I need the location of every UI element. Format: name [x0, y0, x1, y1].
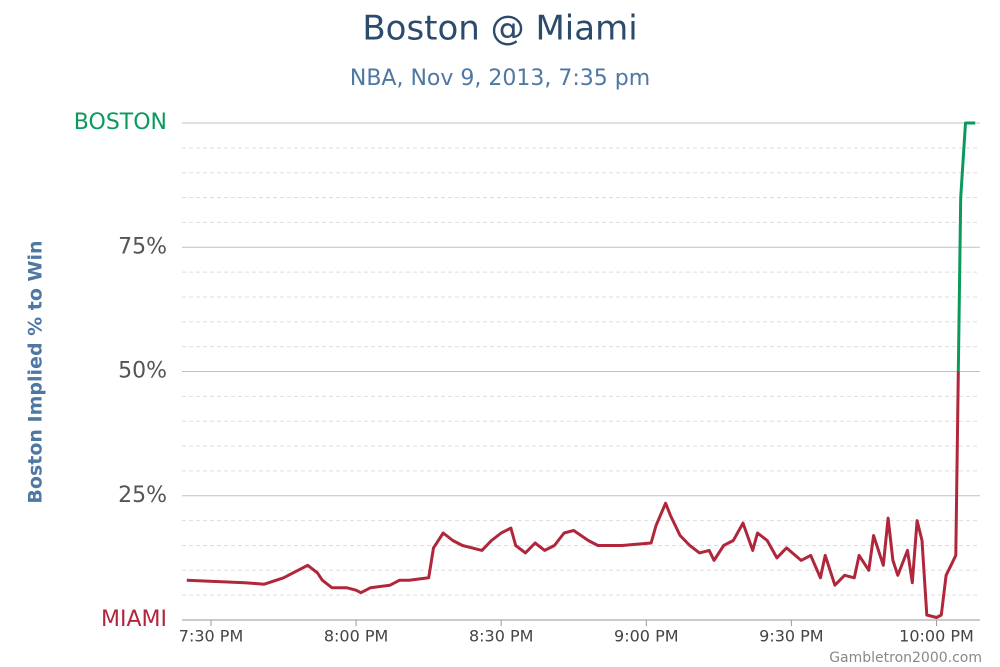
- chart-title: Boston @ Miami: [362, 9, 637, 49]
- x-tick-label: 8:00 PM: [324, 627, 388, 646]
- y-tick-label: MIAMI: [101, 607, 167, 632]
- y-axis-label: Boston Implied % to Win: [25, 240, 47, 503]
- x-tick-label: 9:00 PM: [614, 627, 678, 646]
- y-tick-label: 25%: [118, 483, 167, 508]
- x-tick-label: 9:30 PM: [759, 627, 823, 646]
- y-tick-label: BOSTON: [74, 110, 167, 135]
- line: [186, 121, 976, 619]
- x-tick-label: 10:00 PM: [899, 627, 974, 646]
- credit: Gambletron2000.com: [829, 650, 982, 666]
- x-tick-label: 7:30 PM: [179, 627, 243, 646]
- y-tick-label: 50%: [118, 359, 167, 384]
- y-tick-label: 75%: [118, 234, 167, 259]
- chart-subtitle: NBA, Nov 9, 2013, 7:35 pm: [350, 66, 650, 91]
- x-tick-label: 8:30 PM: [469, 627, 533, 646]
